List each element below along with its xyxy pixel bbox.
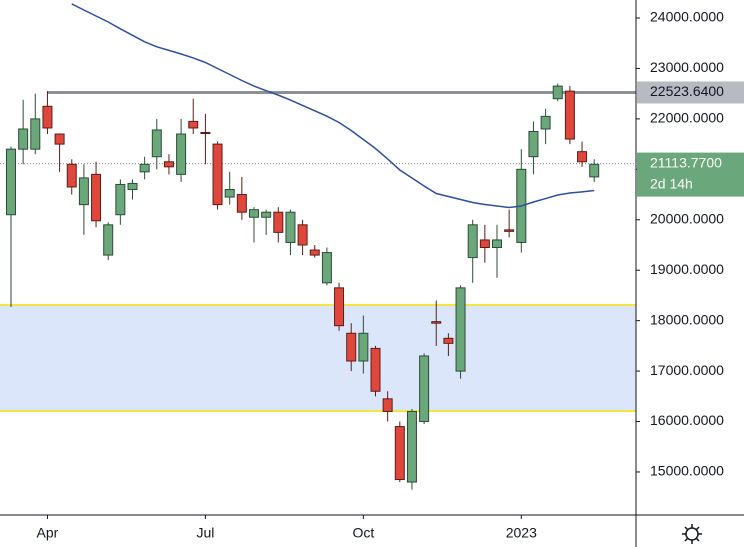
- countdown-label: 2d 14h: [650, 175, 693, 191]
- candle-body: [212, 143, 223, 206]
- candle-body: [467, 224, 478, 259]
- candle-body: [589, 163, 600, 178]
- candle-body: [577, 151, 588, 163]
- gear-teeth: [682, 524, 702, 544]
- candle-body: [419, 355, 430, 423]
- candle-body: [176, 133, 187, 175]
- settings-icon[interactable]: [682, 524, 702, 544]
- level-price-label: 22523.6400: [650, 83, 724, 99]
- zone: [0, 305, 636, 412]
- candle-body: [236, 194, 247, 213]
- candle-body: [285, 211, 296, 243]
- candle-body: [30, 118, 41, 150]
- candle-body: [358, 332, 369, 362]
- y-tick-label: 23000.0000: [650, 59, 724, 75]
- candle-body: [115, 183, 126, 216]
- y-tick-label: 18000.0000: [650, 311, 724, 327]
- candle-body: [321, 252, 332, 284]
- y-tick-label: 22000.0000: [650, 110, 724, 126]
- candle-body: [42, 105, 53, 129]
- candle-body: [334, 287, 345, 327]
- candle-body: [103, 224, 114, 256]
- moving-average: [71, 3, 595, 209]
- candle-body: [5, 148, 16, 216]
- candle-body: [261, 211, 272, 218]
- candle-body: [431, 321, 442, 324]
- candle-body: [248, 209, 259, 218]
- candle-body: [552, 85, 563, 100]
- y-tick-label: 16000.0000: [650, 412, 724, 428]
- candle-body: [18, 128, 29, 150]
- x-tick-label: Oct: [352, 525, 374, 541]
- y-tick-label: 17000.0000: [650, 362, 724, 378]
- last-price-box: [637, 152, 744, 197]
- x-tick-label: Jul: [196, 525, 214, 541]
- y-tick-label: 19000.0000: [650, 261, 724, 277]
- y-tick-label: 20000.0000: [650, 210, 724, 226]
- candle-body: [455, 287, 466, 372]
- candle-body: [370, 347, 381, 392]
- candle-body: [54, 133, 65, 145]
- candle-body: [151, 129, 162, 158]
- candle-body: [382, 398, 393, 412]
- candle-body: [346, 332, 357, 362]
- candle-body: [163, 161, 174, 168]
- candle-body: [309, 249, 320, 256]
- candle-body: [504, 229, 515, 232]
- x-tick-label: Apr: [37, 525, 59, 541]
- candle-body: [297, 224, 308, 246]
- candle-body: [406, 410, 417, 483]
- gear-ring: [685, 527, 699, 541]
- candle-body: [200, 132, 211, 135]
- candle-body: [492, 239, 503, 249]
- x-tick-label: 2023: [506, 525, 537, 541]
- candle-body: [564, 90, 575, 140]
- y-tick-label: 24000.0000: [650, 9, 724, 25]
- candle-body: [224, 189, 235, 198]
- candle-body: [443, 337, 454, 344]
- candle-body: [273, 211, 284, 233]
- candle-body: [78, 177, 89, 206]
- candle-body: [540, 115, 551, 130]
- level-price-box: [637, 81, 744, 104]
- candle-body: [91, 173, 102, 222]
- candle-body: [528, 130, 539, 158]
- y-tick-label: 15000.0000: [650, 463, 724, 479]
- candle-body: [127, 182, 138, 191]
- last-price-label: 21113.7700: [650, 154, 722, 170]
- candle-body: [66, 163, 77, 188]
- candle-body: [479, 239, 490, 249]
- candle-body: [188, 120, 199, 129]
- candle-body: [139, 163, 150, 173]
- candle-body: [394, 426, 405, 481]
